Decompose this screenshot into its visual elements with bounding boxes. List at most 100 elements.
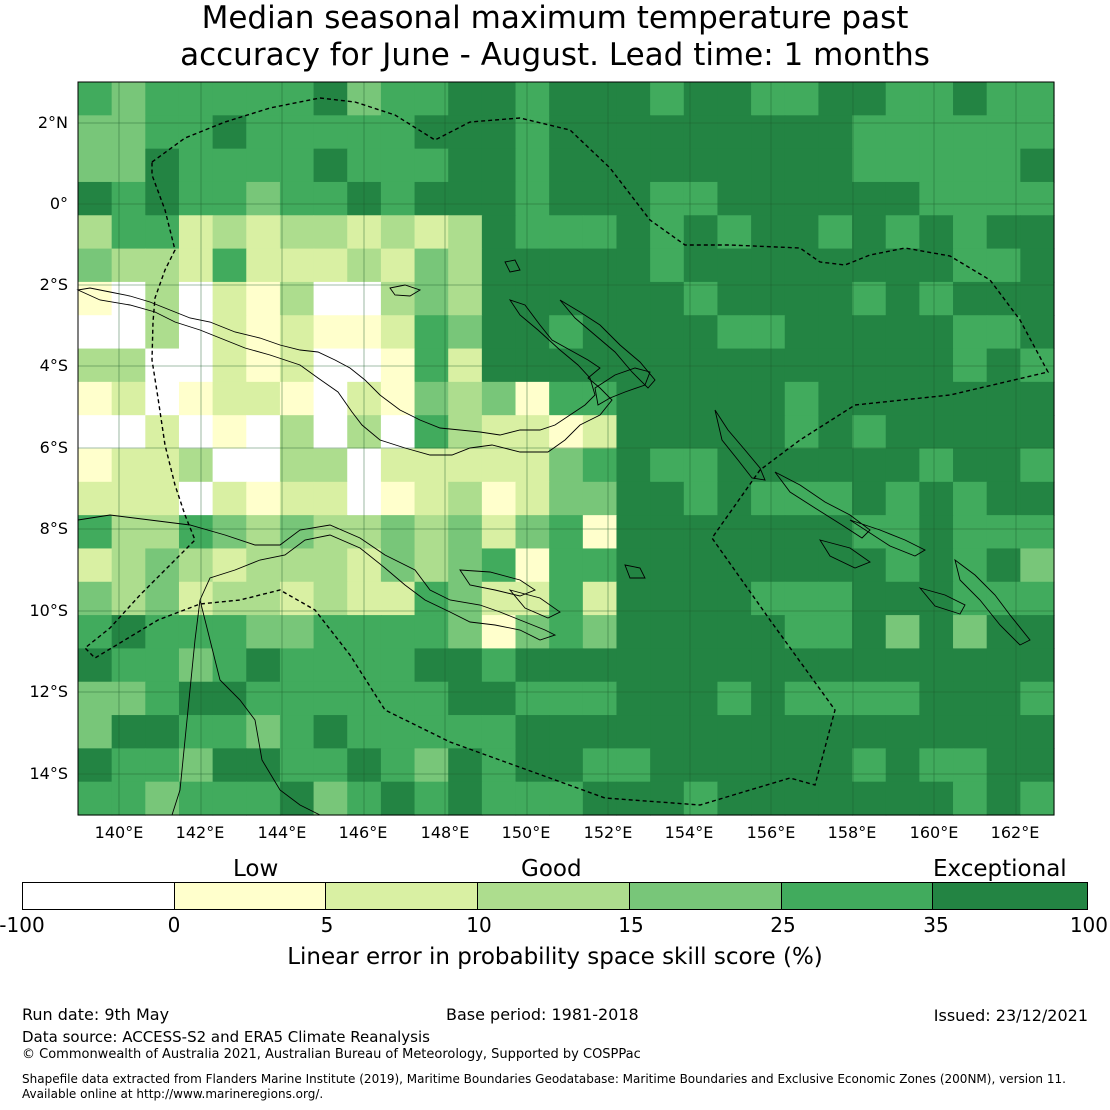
skill-cell xyxy=(279,715,315,749)
skill-cell xyxy=(919,381,954,416)
skill-cell xyxy=(717,181,752,216)
skill-cell xyxy=(212,415,247,450)
skill-cell xyxy=(313,448,348,483)
skill-cell xyxy=(885,681,920,716)
skill-cell xyxy=(717,381,752,416)
skill-cell xyxy=(448,648,483,683)
skill-cell xyxy=(818,448,853,483)
skill-cell xyxy=(818,115,853,150)
map-title-line-1: Median seasonal maximum temperature past xyxy=(201,0,909,36)
new-guinea-coast xyxy=(76,287,613,456)
skill-cell xyxy=(145,415,180,450)
category-low: Low xyxy=(233,856,279,882)
skill-cell xyxy=(818,748,853,783)
skill-cell xyxy=(111,181,146,216)
skill-cell xyxy=(178,548,214,583)
skill-cell xyxy=(852,581,887,616)
skill-cell xyxy=(818,415,853,450)
skill-cell xyxy=(885,448,920,483)
lat-label-14s: 14°S xyxy=(29,764,68,783)
skill-cell xyxy=(414,648,449,683)
skill-cell xyxy=(549,681,584,716)
skill-cell xyxy=(751,448,786,483)
skill-cell xyxy=(1020,381,1055,416)
skill-cell xyxy=(751,748,786,783)
skill-cell xyxy=(582,715,618,749)
skill-cell xyxy=(279,615,315,650)
skill-cell xyxy=(145,681,180,716)
skill-cell xyxy=(111,681,146,716)
skill-cell xyxy=(616,748,651,783)
skill-cell xyxy=(717,615,752,650)
skill-cell xyxy=(986,181,1021,216)
skill-cell xyxy=(885,315,920,350)
skill-cell xyxy=(717,781,752,816)
skill-cell xyxy=(178,181,214,216)
skill-cell xyxy=(751,415,786,450)
coastlines xyxy=(76,259,1031,816)
skill-cell xyxy=(852,415,887,450)
skill-cell xyxy=(380,581,416,616)
skill-cell xyxy=(818,548,853,583)
lon-label-146e: 146°E xyxy=(338,823,388,842)
skill-cell xyxy=(818,315,853,350)
skill-cell xyxy=(717,82,752,116)
skill-cell xyxy=(246,548,281,583)
skill-cell xyxy=(515,181,550,216)
skill-cell xyxy=(818,381,853,416)
copyright: © Commonwealth of Australia 2021, Austra… xyxy=(22,1047,641,1062)
colorbar-tick: 100 xyxy=(1069,913,1108,937)
skill-cell xyxy=(448,181,483,216)
skill-cell xyxy=(986,115,1021,150)
skill-cell xyxy=(212,581,247,616)
shapefile-credit-line-1: Shapefile data extracted from Flanders M… xyxy=(22,1072,1066,1086)
skill-cell xyxy=(549,648,584,683)
skill-cell xyxy=(717,115,752,150)
skill-cell xyxy=(178,315,214,350)
skill-cell xyxy=(650,581,685,616)
skill-cell xyxy=(919,215,954,250)
skill-cell xyxy=(919,781,954,816)
skill-cell xyxy=(717,648,752,683)
skill-cell xyxy=(145,348,180,383)
skill-cell xyxy=(279,315,315,350)
skill-cell xyxy=(414,315,449,350)
colorbar-tick: 10 xyxy=(466,913,492,937)
skill-cell xyxy=(145,281,180,316)
skill-cell xyxy=(78,515,113,550)
skill-cell xyxy=(78,415,113,450)
skill-cell xyxy=(885,248,920,283)
lat-label-6s: 6°S xyxy=(39,438,68,457)
skill-cell xyxy=(885,581,920,616)
skill-cell xyxy=(212,515,247,550)
skill-cell xyxy=(784,215,820,250)
skill-cell xyxy=(246,681,281,716)
skill-cell xyxy=(1020,82,1055,116)
skill-cell xyxy=(279,248,315,283)
skill-cell xyxy=(78,581,113,616)
skill-cell xyxy=(650,281,685,316)
skill-cell xyxy=(784,281,820,316)
skill-cell xyxy=(78,648,113,683)
skill-cell xyxy=(650,415,685,450)
skill-cell xyxy=(549,115,584,150)
skill-cell xyxy=(111,148,146,183)
skill-cell xyxy=(582,448,618,483)
skill-cell xyxy=(380,348,416,383)
skill-cell xyxy=(212,748,247,783)
skill-cell xyxy=(616,715,651,749)
skill-cell xyxy=(414,681,449,716)
skill-cell xyxy=(582,548,618,583)
skill-cell xyxy=(717,281,752,316)
skill-cell xyxy=(784,715,820,749)
skill-cell xyxy=(145,82,180,116)
data-source: Data source: ACCESS-S2 and ERA5 Climate … xyxy=(22,1028,430,1046)
skill-cell xyxy=(650,181,685,216)
skill-cell xyxy=(885,381,920,416)
skill-cell xyxy=(751,281,786,316)
skill-cell xyxy=(818,181,853,216)
skill-cell xyxy=(751,515,786,550)
skill-cell xyxy=(380,781,416,816)
skill-cell xyxy=(1020,281,1055,316)
skill-cell xyxy=(1020,315,1055,350)
